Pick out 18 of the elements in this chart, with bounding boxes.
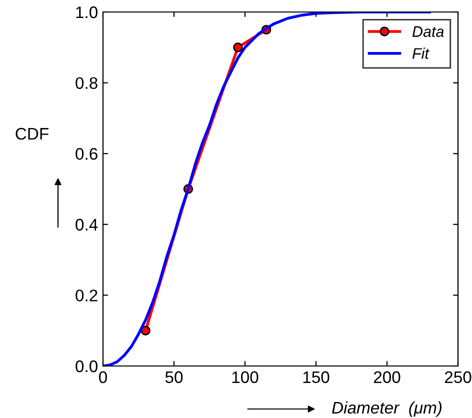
y-tick-label: 0.2 <box>76 290 98 302</box>
legend-label: Data <box>412 26 444 37</box>
x-axis-title: Diameter (μm) <box>332 401 442 417</box>
y-tick-label: 0.8 <box>76 77 98 90</box>
y-tick-label: 0.4 <box>76 218 98 231</box>
x-tick-label: 150 <box>303 371 330 384</box>
x-tick-label: 50 <box>165 371 183 384</box>
x-tick-label: 250 <box>444 371 472 384</box>
y-tick-label: 0.6 <box>76 148 98 160</box>
y-tick-label: 0.0 <box>76 360 98 372</box>
point <box>233 42 243 52</box>
y-tick-label: 1.0 <box>76 6 98 18</box>
y-axis-title: CDF <box>16 128 48 140</box>
x-tick-label: 200 <box>374 371 400 384</box>
x-tick-label: 0 <box>99 371 107 384</box>
x-tick-label: 100 <box>232 371 258 384</box>
point <box>140 326 150 336</box>
legend-label: Fit <box>412 48 430 59</box>
